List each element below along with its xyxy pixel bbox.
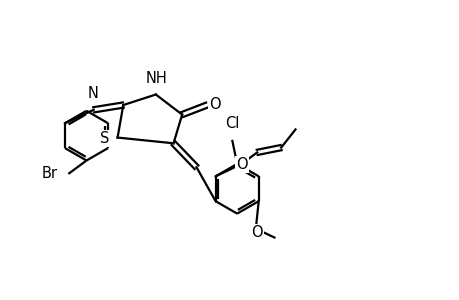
Text: Cl: Cl <box>225 116 239 131</box>
Text: O: O <box>236 157 248 172</box>
Text: S: S <box>100 131 109 146</box>
Text: Br: Br <box>42 167 58 182</box>
Text: O: O <box>251 225 263 240</box>
Text: O: O <box>209 97 220 112</box>
Text: N: N <box>87 86 98 101</box>
Text: NH: NH <box>146 71 167 86</box>
